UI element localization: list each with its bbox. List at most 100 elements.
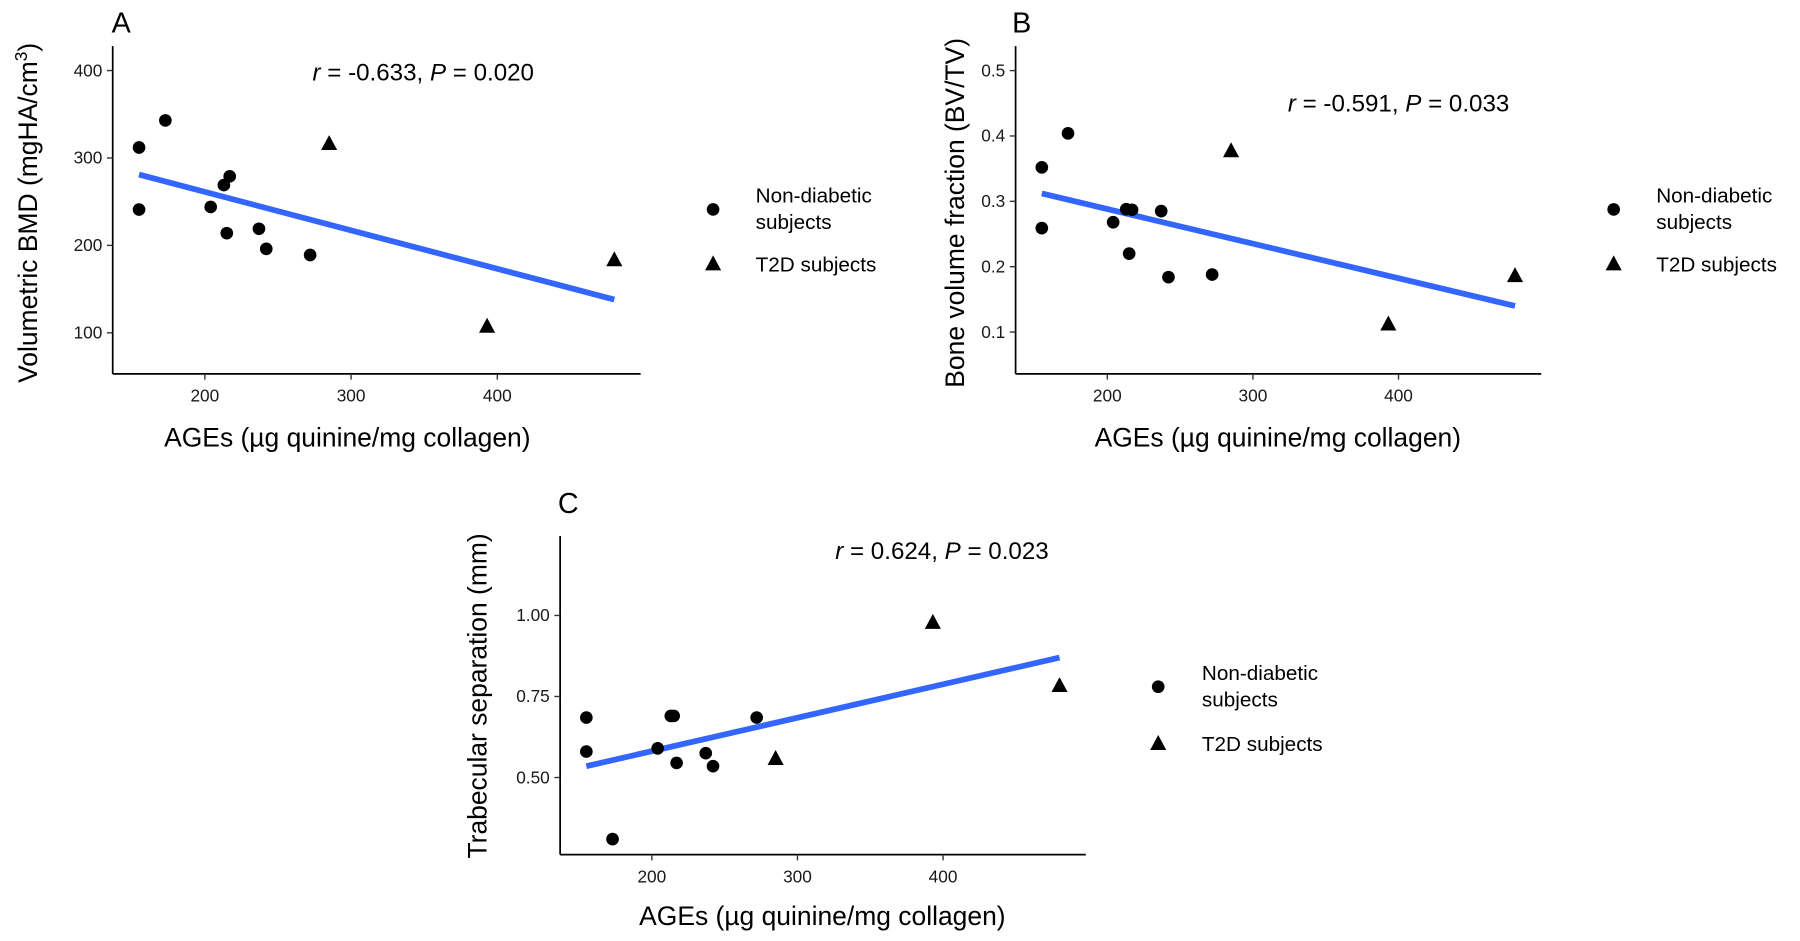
- y-tick-label: 0.5: [981, 60, 1005, 80]
- legend-label-non-diabetic-line2: subjects: [1202, 688, 1278, 711]
- data-point-non-diabetic: [1162, 270, 1175, 284]
- data-point-non-diabetic: [1205, 268, 1219, 281]
- panel-c: C 200 300 400 0.50 0.75 1.00 AGEs (µg quinine/m…: [463, 488, 1323, 931]
- data-point-non-diabetic: [259, 242, 273, 256]
- data-point-non-diabetic: [303, 248, 317, 262]
- y-axis-title: Volumetric BMD (mgHA/cm3): [11, 43, 43, 383]
- p-value: = 0.023: [961, 538, 1049, 565]
- data-point-non-diabetic: [580, 745, 593, 758]
- p-value: = 0.033: [1421, 91, 1509, 118]
- y-tick-label: 200: [74, 235, 103, 255]
- panel-letter: A: [112, 7, 132, 39]
- legend-circle-icon: [706, 203, 720, 216]
- data-point-t2d: [924, 613, 941, 629]
- legend-label-non-diabetic-line2: subjects: [1656, 211, 1732, 234]
- correlation-annotation: r = 0.624, P = 0.023: [835, 538, 1048, 565]
- panel-b: B 200 300 400 0.1 0.2 0.3 0.4 0.5 AGEs (µg quinin…: [940, 7, 1777, 452]
- data-point-t2d: [321, 135, 338, 151]
- legend-label-non-diabetic-line1: Non-diabetic: [1656, 185, 1772, 208]
- data-point-non-diabetic: [706, 759, 720, 773]
- data-point-non-diabetic: [159, 114, 172, 127]
- y-axis-title-main: Volumetric BMD (mgHA/cm: [13, 61, 43, 383]
- y-tick-label: 400: [74, 60, 103, 80]
- p-symbol: P: [430, 60, 446, 87]
- y-axis-title: Trabecular separation (mm): [463, 533, 493, 858]
- data-point-non-diabetic: [750, 711, 764, 724]
- legend-triangle-icon: [1150, 735, 1167, 750]
- data-point-t2d: [1506, 267, 1524, 283]
- legend-triangle-icon: [705, 255, 722, 271]
- y-axis-title-main: Bone volume fraction (BV/TV): [940, 38, 970, 388]
- x-tick-label: 300: [783, 866, 812, 886]
- data-point-non-diabetic: [220, 226, 234, 240]
- regression-line: [585, 654, 1061, 769]
- data-point-t2d: [1223, 142, 1240, 158]
- x-axis-title: AGEs (µg quinine/mg collagen): [164, 422, 530, 452]
- r-symbol: r: [1288, 91, 1297, 118]
- data-point-t2d: [479, 317, 496, 333]
- data-point-non-diabetic: [606, 832, 619, 846]
- y-axis-title-superscript: 3: [11, 52, 31, 62]
- y-tick-label: 300: [74, 148, 103, 168]
- x-tick-label: 300: [337, 385, 366, 405]
- correlation-annotation: r = -0.591, P = 0.033: [1288, 91, 1509, 118]
- y-tick-label: 0.3: [981, 191, 1005, 211]
- y-tick-label: 100: [74, 323, 103, 343]
- data-point-non-diabetic: [651, 742, 665, 755]
- legend-circle-icon: [1607, 203, 1620, 216]
- legend: Non-diabetic subjects T2D subjects: [1150, 662, 1323, 756]
- r-symbol: r: [835, 538, 844, 565]
- x-axis-title: AGEs (µg quinine/mg collagen): [639, 901, 1005, 931]
- y-tick-label: 0.75: [516, 686, 550, 706]
- r-value: = 0.624,: [843, 538, 944, 565]
- p-symbol: P: [1405, 91, 1421, 118]
- legend: Non-diabetic subjects T2D subjects: [705, 185, 876, 277]
- data-point-non-diabetic: [1154, 204, 1168, 218]
- x-axis-title: AGEs (µg quinine/mg collagen): [1095, 422, 1461, 452]
- data-point-non-diabetic: [1125, 203, 1139, 217]
- legend-label-non-diabetic-line2: subjects: [756, 211, 832, 234]
- correlation-annotation: r = -0.633, P = 0.020: [313, 60, 534, 87]
- legend: Non-diabetic subjects T2D subjects: [1605, 185, 1777, 277]
- data-point-non-diabetic: [132, 141, 146, 154]
- data-point-non-diabetic: [1106, 215, 1120, 229]
- x-tick-label: 400: [1384, 385, 1413, 405]
- legend-label-non-diabetic-line1: Non-diabetic: [756, 185, 872, 208]
- data-point-non-diabetic: [667, 709, 681, 723]
- data-point-non-diabetic: [1035, 161, 1049, 174]
- y-tick-label: 0.1: [981, 322, 1005, 342]
- y-axis-title-end: ): [13, 43, 43, 52]
- r-value: = -0.591,: [1296, 91, 1405, 118]
- legend-label-t2d: T2D subjects: [756, 254, 877, 277]
- data-point-non-diabetic: [1061, 127, 1075, 140]
- x-tick-label: 200: [1093, 385, 1122, 405]
- data-point-non-diabetic: [670, 756, 683, 770]
- x-tick-label: 400: [929, 866, 958, 886]
- y-tick-label: 0.4: [981, 126, 1005, 146]
- data-point-t2d: [1051, 677, 1068, 693]
- data-point-non-diabetic: [699, 746, 713, 760]
- p-value: = 0.020: [446, 60, 534, 87]
- r-symbol: r: [313, 60, 322, 87]
- data-point-t2d: [1380, 315, 1397, 331]
- data-point-t2d: [606, 251, 623, 267]
- legend-circle-icon: [1151, 680, 1165, 694]
- data-point-non-diabetic: [132, 203, 146, 216]
- data-point-non-diabetic: [1035, 221, 1049, 235]
- regression-line: [1041, 190, 1516, 309]
- y-tick-label: 0.50: [516, 767, 550, 787]
- x-tick-label: 400: [483, 385, 512, 405]
- p-symbol: P: [945, 538, 961, 565]
- data-point-non-diabetic: [223, 170, 237, 183]
- data-point-t2d: [767, 750, 784, 765]
- data-point-non-diabetic: [204, 200, 218, 214]
- data-point-non-diabetic: [1122, 247, 1136, 260]
- panel-a: A 200 300 400 100 200 300 400 AGEs (µg quinine/m…: [11, 7, 877, 452]
- panel-letter: B: [1012, 7, 1031, 39]
- x-tick-label: 300: [1239, 385, 1268, 405]
- x-tick-label: 200: [637, 866, 666, 886]
- legend-label-non-diabetic-line1: Non-diabetic: [1202, 662, 1318, 685]
- y-tick-label: 1.00: [516, 605, 550, 625]
- legend-triangle-icon: [1605, 255, 1622, 271]
